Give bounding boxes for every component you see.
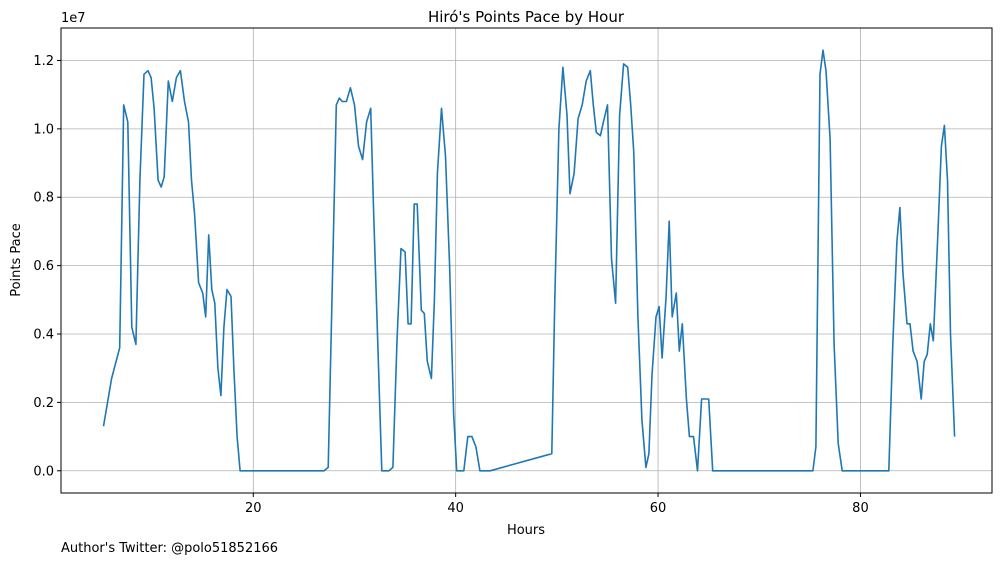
x-tick-label: 20 xyxy=(245,501,262,516)
y-tick-label: 0.8 xyxy=(33,191,54,206)
x-axis-label: Hours xyxy=(507,523,545,538)
series-line-0 xyxy=(102,49,956,472)
grid xyxy=(61,28,992,493)
series-lines xyxy=(102,49,956,472)
x-axis-ticks: 20 40 60 80 xyxy=(245,493,869,516)
author-footer: Author's Twitter: @polo51852166 xyxy=(61,541,278,556)
x-tick-label: 60 xyxy=(650,501,667,516)
y-tick-label: 1.2 xyxy=(33,54,54,69)
x-tick-label: 80 xyxy=(852,501,869,516)
y-tick-label: 0.2 xyxy=(33,396,54,411)
plot-frame xyxy=(60,27,993,494)
y-tick-label: 1.0 xyxy=(33,122,54,137)
y-tick-label: 0.4 xyxy=(33,328,54,343)
y-axis-ticks: 0.0 0.2 0.4 0.6 0.8 1.0 1.2 xyxy=(33,54,61,479)
x-tick-label: 40 xyxy=(447,501,464,516)
chart-title: Hiró's Points Pace by Hour xyxy=(428,8,625,26)
y-tick-label: 0.0 xyxy=(33,464,54,479)
y-tick-label: 0.6 xyxy=(33,259,54,274)
y-axis-label: Points Pace xyxy=(9,223,24,297)
y-offset-label: 1e7 xyxy=(61,11,86,26)
